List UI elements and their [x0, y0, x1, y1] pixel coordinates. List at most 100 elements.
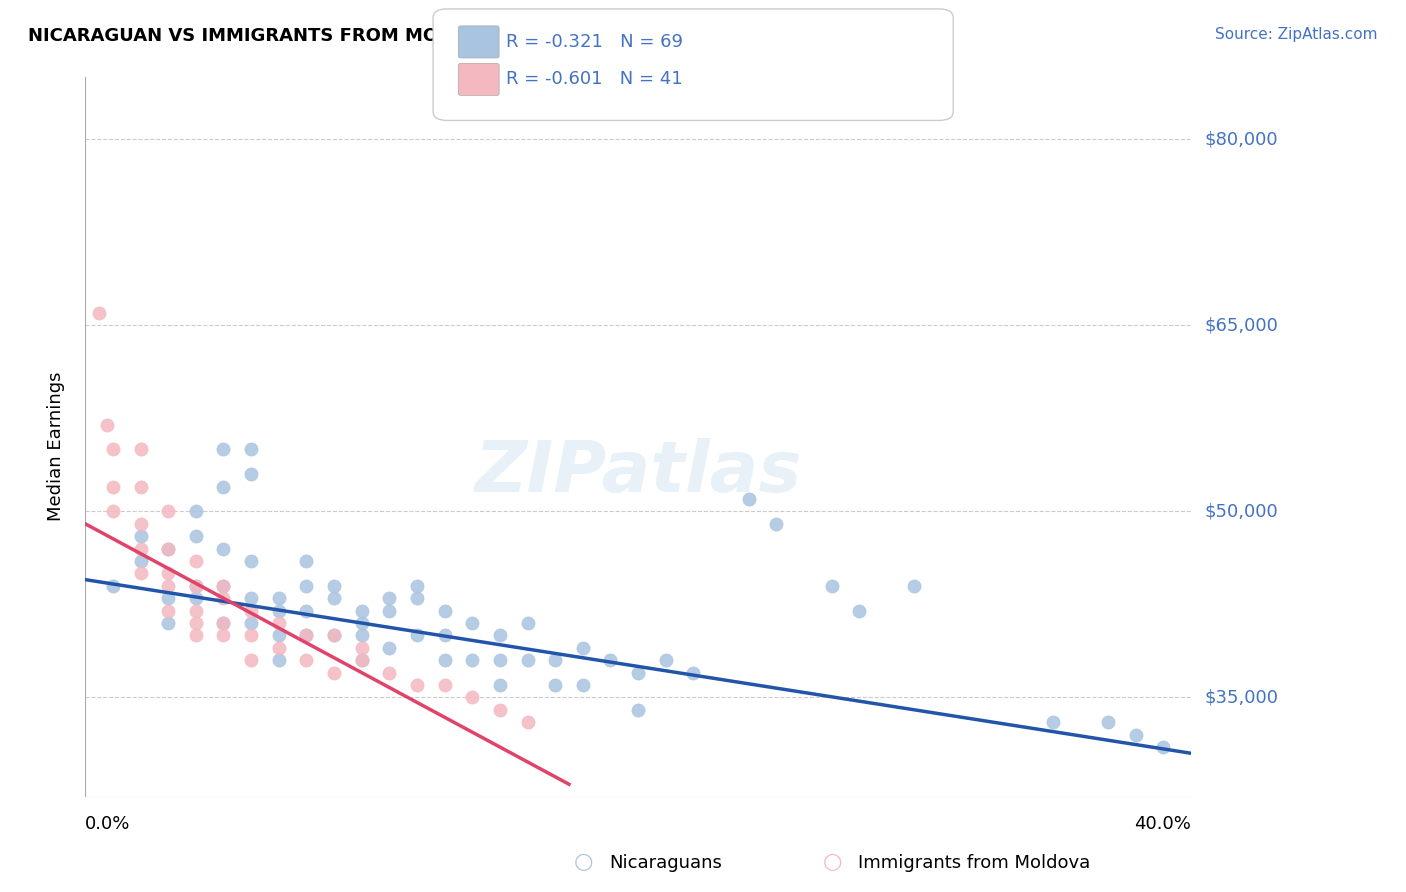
- Point: [350, 615, 373, 630]
- Point: [129, 541, 152, 556]
- Point: [184, 529, 207, 543]
- Point: [1097, 715, 1119, 730]
- Point: [489, 628, 512, 642]
- Point: [406, 579, 429, 593]
- Point: [1042, 715, 1064, 730]
- Point: [212, 628, 235, 642]
- Point: [157, 541, 180, 556]
- Point: [157, 579, 180, 593]
- Point: [406, 678, 429, 692]
- Point: [212, 615, 235, 630]
- Point: [96, 417, 118, 432]
- Point: [212, 541, 235, 556]
- Point: [267, 615, 290, 630]
- Point: [212, 442, 235, 457]
- Point: [516, 653, 538, 667]
- Point: [378, 640, 401, 655]
- Point: [295, 628, 318, 642]
- Point: [267, 604, 290, 618]
- Text: Median Earnings: Median Earnings: [48, 371, 65, 521]
- Point: [350, 640, 373, 655]
- Point: [378, 665, 401, 680]
- Text: ○: ○: [823, 853, 842, 872]
- Point: [295, 604, 318, 618]
- Point: [682, 665, 704, 680]
- Point: [240, 554, 263, 568]
- Point: [240, 628, 263, 642]
- Point: [184, 554, 207, 568]
- Point: [212, 480, 235, 494]
- Point: [184, 628, 207, 642]
- Text: $65,000: $65,000: [1205, 317, 1278, 334]
- Point: [489, 703, 512, 717]
- Point: [87, 306, 110, 320]
- Point: [406, 591, 429, 606]
- Point: [101, 480, 124, 494]
- Point: [157, 615, 180, 630]
- Point: [489, 678, 512, 692]
- Text: Immigrants from Moldova: Immigrants from Moldova: [858, 855, 1090, 872]
- Point: [129, 480, 152, 494]
- Point: [350, 604, 373, 618]
- Point: [765, 516, 787, 531]
- Point: [157, 504, 180, 518]
- Point: [129, 529, 152, 543]
- Point: [516, 715, 538, 730]
- Text: $50,000: $50,000: [1205, 502, 1278, 520]
- Point: [461, 690, 484, 705]
- Point: [267, 591, 290, 606]
- Point: [433, 678, 456, 692]
- Point: [544, 678, 567, 692]
- Point: [240, 615, 263, 630]
- Point: [101, 442, 124, 457]
- Text: NICARAGUAN VS IMMIGRANTS FROM MOLDOVA MEDIAN EARNINGS CORRELATION CHART: NICARAGUAN VS IMMIGRANTS FROM MOLDOVA ME…: [28, 27, 925, 45]
- Point: [240, 442, 263, 457]
- Point: [433, 628, 456, 642]
- Point: [184, 579, 207, 593]
- Point: [184, 615, 207, 630]
- Text: Source: ZipAtlas.com: Source: ZipAtlas.com: [1215, 27, 1378, 42]
- Point: [240, 467, 263, 482]
- Point: [295, 554, 318, 568]
- Text: 40.0%: 40.0%: [1135, 815, 1191, 833]
- Point: [572, 640, 595, 655]
- Point: [516, 615, 538, 630]
- Point: [295, 579, 318, 593]
- Point: [323, 628, 346, 642]
- Text: ZIPatlas: ZIPatlas: [474, 439, 801, 508]
- Point: [350, 653, 373, 667]
- Point: [157, 591, 180, 606]
- Point: [848, 604, 870, 618]
- Point: [101, 504, 124, 518]
- Point: [378, 604, 401, 618]
- Point: [461, 615, 484, 630]
- Point: [184, 591, 207, 606]
- Point: [240, 591, 263, 606]
- Point: [240, 653, 263, 667]
- Point: [627, 703, 650, 717]
- Point: [323, 579, 346, 593]
- Point: [323, 628, 346, 642]
- Point: [184, 579, 207, 593]
- Point: [267, 640, 290, 655]
- Point: [544, 653, 567, 667]
- Point: [267, 653, 290, 667]
- Point: [129, 566, 152, 581]
- Point: [212, 615, 235, 630]
- Point: [737, 491, 759, 506]
- Point: [627, 665, 650, 680]
- Point: [129, 554, 152, 568]
- Point: [157, 541, 180, 556]
- Point: [323, 591, 346, 606]
- Point: [489, 653, 512, 667]
- Point: [433, 604, 456, 618]
- Point: [350, 628, 373, 642]
- Point: [184, 604, 207, 618]
- Point: [350, 653, 373, 667]
- Point: [903, 579, 925, 593]
- Text: 0.0%: 0.0%: [86, 815, 131, 833]
- Point: [461, 653, 484, 667]
- Text: ○: ○: [574, 853, 593, 872]
- Point: [1152, 739, 1174, 754]
- Point: [323, 665, 346, 680]
